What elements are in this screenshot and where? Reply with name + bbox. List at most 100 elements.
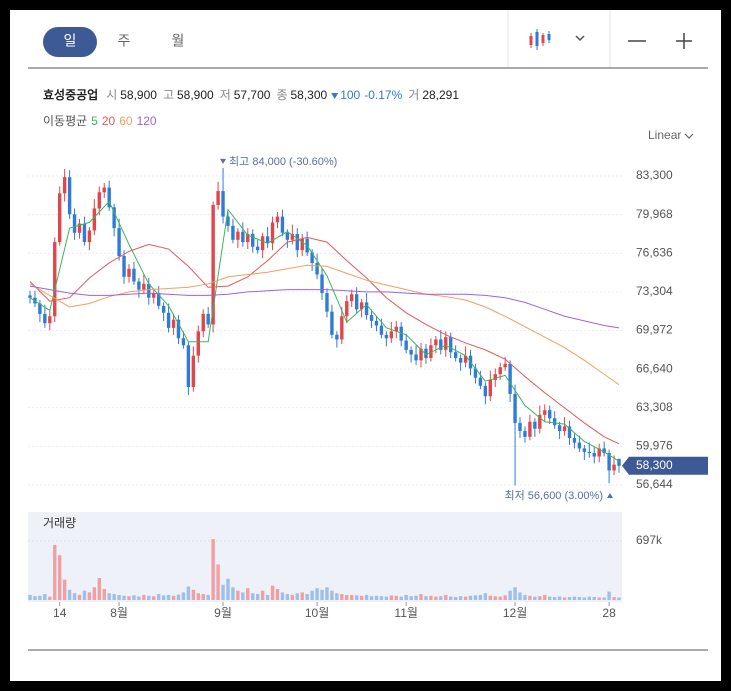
volume-bar bbox=[597, 597, 601, 600]
volume-bar bbox=[280, 592, 285, 600]
volume-bar bbox=[142, 594, 146, 600]
candle-body bbox=[315, 262, 319, 275]
volume-bar bbox=[285, 594, 290, 600]
candle-body bbox=[97, 192, 101, 209]
volume-bar bbox=[231, 587, 235, 600]
candle-body bbox=[404, 340, 408, 350]
volume-bar bbox=[176, 594, 181, 600]
volume-bar bbox=[48, 596, 52, 600]
candle-body bbox=[424, 348, 428, 358]
volume-bar bbox=[310, 590, 314, 600]
volume-bar bbox=[493, 596, 497, 600]
volume-bar bbox=[97, 578, 101, 600]
volume-bar bbox=[567, 597, 572, 600]
volume-bar bbox=[201, 594, 205, 600]
volume-bar bbox=[107, 593, 111, 600]
volume-bar bbox=[330, 590, 334, 600]
volume-bar bbox=[53, 545, 57, 600]
tab[interactable]: 주 bbox=[118, 33, 131, 49]
tab-active-bg[interactable] bbox=[43, 27, 97, 57]
candle-body bbox=[434, 339, 438, 346]
candle-body bbox=[206, 313, 210, 325]
x-tick-label: 28 bbox=[602, 606, 616, 620]
candle-body bbox=[255, 246, 260, 251]
dropdown-chevron[interactable] bbox=[575, 35, 585, 42]
y-tick-label: 73,304 bbox=[636, 284, 673, 298]
volume-bar bbox=[67, 589, 72, 600]
y-tick-label: 83,300 bbox=[636, 168, 673, 182]
icon bbox=[541, 35, 545, 43]
volume-bar bbox=[424, 596, 428, 600]
volume-bar bbox=[582, 597, 587, 600]
volume-bar bbox=[350, 594, 354, 600]
volume-bar bbox=[473, 595, 478, 600]
tab[interactable]: 일 bbox=[64, 33, 77, 49]
y-tick-label: 697k bbox=[636, 533, 663, 547]
volume-bar bbox=[147, 595, 151, 600]
volume-bar bbox=[449, 596, 453, 600]
volume-bar bbox=[557, 596, 562, 600]
volume-bar bbox=[478, 594, 483, 600]
candle-body bbox=[28, 295, 32, 298]
volume-bar bbox=[305, 594, 309, 600]
volume-bar bbox=[82, 590, 87, 600]
candle-body bbox=[241, 231, 245, 243]
volume-bar bbox=[137, 596, 141, 600]
tab[interactable]: 월 bbox=[172, 33, 185, 49]
candle-body bbox=[112, 207, 116, 229]
volume-bar bbox=[523, 594, 527, 600]
summary-low: 57,700 bbox=[234, 88, 271, 102]
candle-body bbox=[275, 216, 280, 223]
candle-body bbox=[607, 453, 611, 471]
candle-body bbox=[196, 331, 200, 356]
volume-bar bbox=[117, 594, 121, 600]
candle-body bbox=[364, 302, 369, 316]
candle-body bbox=[320, 274, 324, 294]
candle-body bbox=[221, 191, 225, 217]
y-tick-label: 66,640 bbox=[636, 361, 673, 375]
volume-bar bbox=[57, 555, 62, 600]
scale-chevron[interactable] bbox=[684, 133, 694, 139]
candle-body bbox=[488, 380, 493, 397]
volume-bar bbox=[369, 596, 374, 600]
scale-mode[interactable]: Linear bbox=[648, 128, 681, 142]
candle-body bbox=[53, 242, 57, 317]
volume-bar bbox=[62, 579, 67, 600]
volume-bar bbox=[33, 596, 37, 600]
candle-body bbox=[127, 268, 131, 277]
legend-entry: 120 bbox=[137, 114, 157, 128]
volume-bar bbox=[340, 594, 344, 600]
chart-type-button[interactable] bbox=[529, 29, 551, 50]
volume-bar bbox=[399, 596, 403, 600]
volume-bar bbox=[513, 587, 517, 600]
volume-bar bbox=[315, 588, 319, 600]
volume-bar bbox=[354, 595, 359, 600]
volume-bar bbox=[617, 597, 621, 600]
candle-body bbox=[132, 268, 136, 282]
candle-body bbox=[92, 208, 97, 231]
volume-bar bbox=[241, 592, 245, 600]
volume-bar bbox=[488, 595, 493, 600]
icon bbox=[529, 36, 533, 45]
volume-bar bbox=[236, 590, 240, 600]
candle-body bbox=[577, 442, 582, 449]
candle-body bbox=[444, 337, 448, 350]
volume-bar bbox=[265, 594, 270, 600]
summary-change: 100 bbox=[340, 88, 360, 102]
candle-body bbox=[251, 233, 255, 247]
ma-line bbox=[29, 285, 620, 329]
ma-line bbox=[29, 200, 620, 462]
max-annotation: 최고 84,000 (-30.60%) bbox=[229, 155, 337, 168]
candle-body bbox=[354, 294, 359, 310]
volume-bar bbox=[112, 594, 116, 600]
candle-body bbox=[156, 293, 161, 306]
candle-body bbox=[548, 410, 552, 419]
last-price-label: 58,300 bbox=[636, 458, 673, 472]
candle-body bbox=[538, 414, 542, 429]
volume-bar bbox=[181, 592, 186, 600]
summary-change-rate: -0.17% bbox=[364, 88, 402, 102]
candle-body bbox=[602, 448, 606, 454]
candle-body bbox=[107, 187, 111, 208]
candle-body bbox=[374, 320, 379, 326]
volume-bar bbox=[404, 594, 408, 600]
